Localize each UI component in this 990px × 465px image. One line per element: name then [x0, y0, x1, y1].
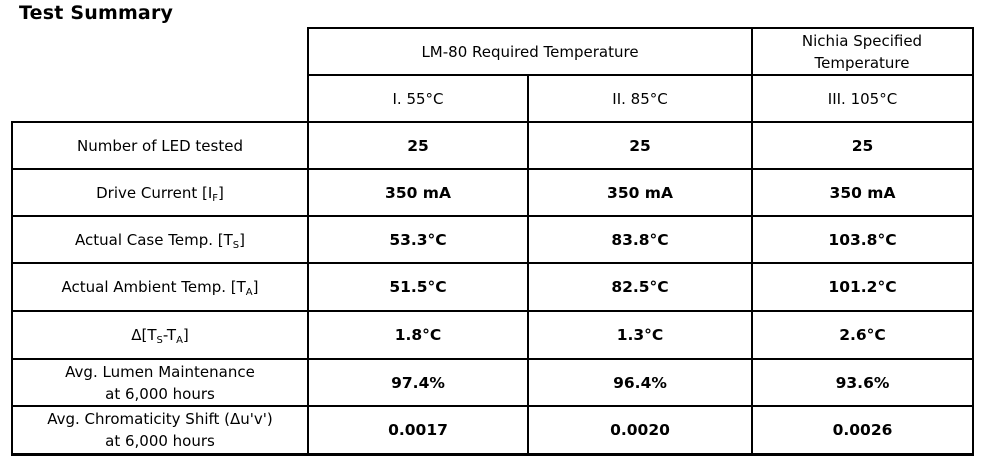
- border: [11, 405, 974, 407]
- header-group-lm80: LM-80 Required Temperature: [421, 42, 639, 61]
- header-group-nichia: Nichia Specified Temperature: [801, 31, 923, 72]
- row-value: 25: [629, 136, 651, 155]
- row-value: 1.8°C: [394, 326, 442, 344]
- row-value: 350 mA: [385, 183, 451, 202]
- border: [11, 262, 974, 264]
- border: [11, 358, 974, 360]
- row-value: 93.6%: [835, 373, 890, 392]
- border: [527, 74, 529, 456]
- page-title: Test Summary: [19, 2, 174, 24]
- row-value: 0.0020: [610, 421, 670, 439]
- row-value: 97.4%: [391, 373, 445, 392]
- row-value: 101.2°C: [828, 278, 897, 296]
- header-condition-2: II. 85°C: [612, 89, 668, 108]
- row-value: 2.6°C: [839, 326, 886, 344]
- row-value: 83.8°C: [611, 230, 669, 249]
- row-value: 51.5°C: [389, 278, 447, 296]
- row-value: 0.0017: [388, 421, 448, 439]
- row-value: 103.8°C: [828, 230, 897, 249]
- border: [11, 168, 974, 170]
- row-label: Actual Ambient Temp. [TA]: [61, 278, 259, 298]
- row-label: Drive Current [IF]: [96, 183, 224, 204]
- row-value: 0.0026: [832, 421, 893, 439]
- border: [11, 453, 974, 456]
- row-label: Avg. Lumen Maintenance at 6,000 hours: [65, 362, 255, 403]
- header-condition-1: I. 55°C: [392, 89, 444, 108]
- border: [307, 27, 309, 456]
- row-value: 1.3°C: [616, 326, 664, 344]
- row-value: 96.4%: [613, 373, 667, 392]
- border: [308, 74, 974, 76]
- row-label: Avg. Chromaticity Shift (Δu'v') at 6,000…: [47, 410, 273, 450]
- border: [751, 27, 753, 456]
- row-value: 25: [407, 136, 429, 155]
- border: [308, 27, 974, 29]
- row-value: 350 mA: [607, 183, 673, 202]
- border: [11, 121, 13, 456]
- row-label: Δ[TS-TA]: [131, 326, 189, 346]
- row-value: 25: [851, 136, 874, 155]
- header-condition-3: III. 105°C: [827, 89, 898, 108]
- border: [11, 121, 974, 123]
- row-value: 53.3°C: [389, 230, 447, 249]
- row-label: Actual Case Temp. [TS]: [75, 230, 245, 251]
- row-value: 82.5°C: [611, 278, 669, 296]
- border: [11, 310, 974, 312]
- border: [972, 27, 974, 456]
- row-label: Number of LED tested: [77, 136, 243, 155]
- row-value: 350 mA: [829, 183, 896, 202]
- border: [11, 215, 974, 217]
